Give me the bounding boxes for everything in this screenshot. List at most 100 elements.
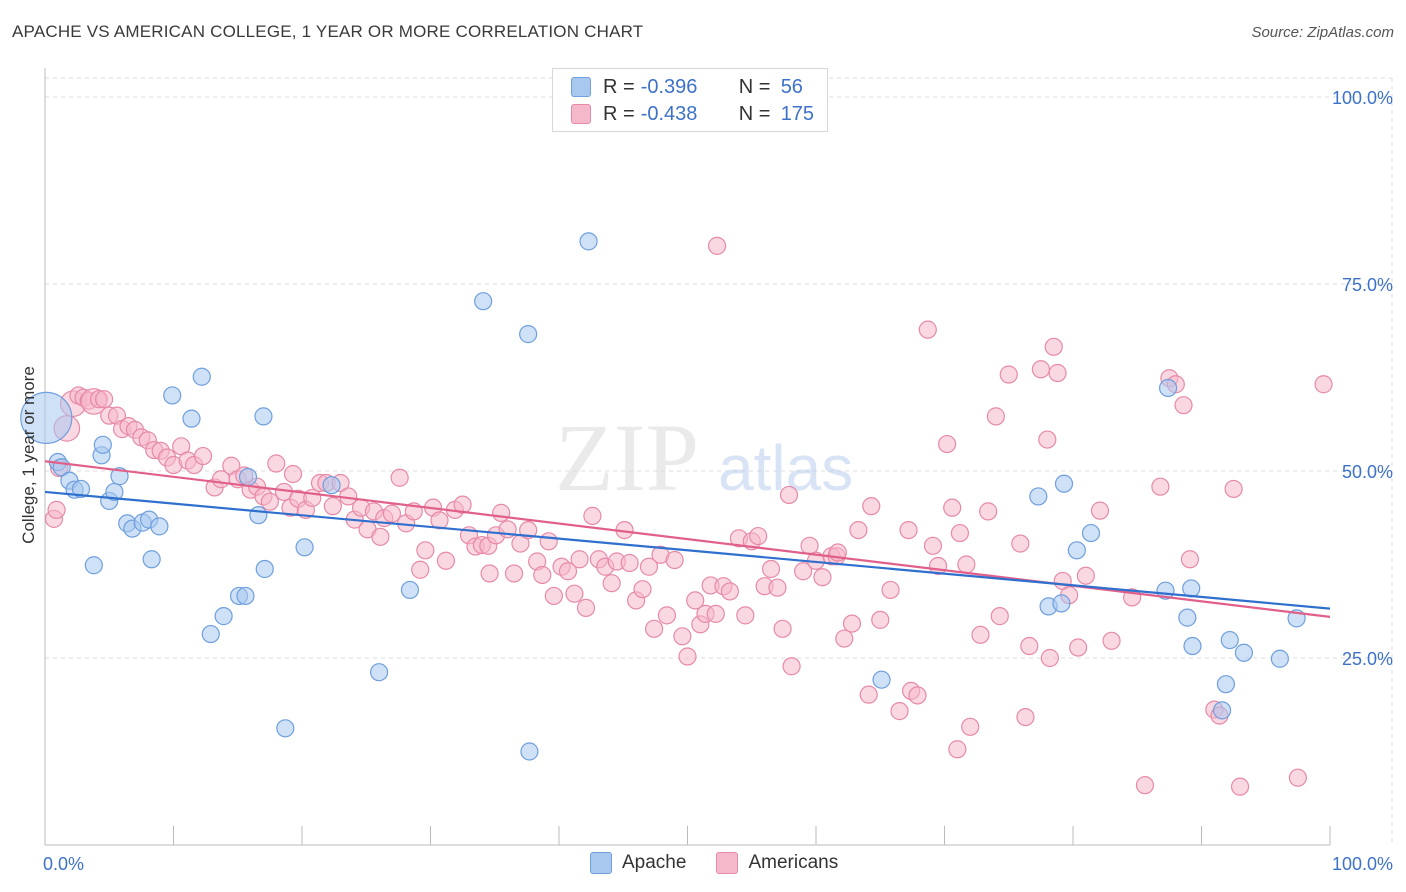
americans-point: [665, 550, 684, 570]
americans-point: [382, 504, 402, 523]
americans-point: [1230, 777, 1250, 796]
americans-point: [583, 506, 602, 525]
legend-n-value: 175: [780, 102, 815, 125]
apache-point: [214, 607, 233, 626]
americans-point: [990, 607, 1009, 626]
apache-point: [201, 624, 220, 644]
americans-point: [492, 503, 511, 522]
americans-point: [544, 586, 563, 606]
x-tick-label: 0.0%: [43, 854, 84, 874]
americans-point: [1090, 501, 1110, 520]
americans-point: [1174, 396, 1193, 415]
apache-point: [370, 663, 389, 682]
apache-point: [322, 476, 341, 495]
americans-point: [908, 686, 927, 705]
americans-point: [862, 497, 881, 516]
legend-item-americans[interactable]: Americans: [716, 852, 838, 874]
americans-point: [794, 562, 813, 581]
apache-swatch: [571, 77, 591, 97]
apache-point: [579, 232, 598, 251]
americans-point: [986, 407, 1006, 426]
americans-point: [779, 485, 799, 505]
apache-point: [276, 719, 295, 738]
apache-point: [400, 580, 420, 600]
americans-point: [950, 523, 970, 543]
americans-point: [948, 740, 967, 759]
americans-point: [1048, 363, 1067, 383]
apache-point: [255, 559, 274, 579]
trend-lines: [44, 460, 1331, 618]
americans-point: [943, 498, 962, 517]
americans-point: [267, 454, 286, 473]
watermark-zip: ZIP: [555, 404, 699, 511]
americans-swatch: [571, 104, 591, 124]
apache-point: [295, 538, 314, 557]
legend-n-value: 56: [780, 75, 803, 98]
americans-point: [871, 610, 890, 629]
source-label: Source: ZipAtlas.com: [1251, 24, 1394, 41]
americans-point: [835, 629, 854, 648]
americans-point: [761, 559, 781, 579]
americans-point: [633, 580, 652, 599]
apache-point: [1054, 474, 1074, 493]
americans-point: [1038, 430, 1057, 449]
americans-point: [1135, 776, 1155, 795]
legend-label-apache: Apache: [622, 852, 687, 873]
apache-point: [1178, 608, 1197, 627]
americans-point: [95, 390, 114, 409]
legend-item-apache[interactable]: Apache: [590, 852, 686, 874]
americans-point: [193, 446, 213, 466]
legend-r-label: R =: [603, 75, 635, 98]
apache-point: [872, 670, 891, 689]
americans-point: [999, 365, 1018, 384]
americans-point: [842, 614, 862, 633]
americans-point: [539, 532, 558, 551]
apache-point: [1158, 378, 1178, 398]
americans-point: [570, 550, 589, 569]
chart-title: APACHE VS AMERICAN COLLEGE, 1 YEAR OR MO…: [12, 22, 644, 41]
apache-point: [1220, 630, 1239, 650]
americans-point: [283, 464, 303, 484]
americans-point: [1151, 477, 1170, 496]
x-tick-label: 100.0%: [1332, 854, 1393, 874]
apache-point: [150, 517, 169, 536]
apache-point: [1212, 701, 1232, 720]
apache-point: [142, 550, 161, 569]
legend-label-americans: Americans: [748, 852, 839, 873]
americans-point: [768, 578, 787, 597]
americans-point: [1040, 648, 1059, 668]
apache-point: [1081, 523, 1101, 543]
americans-point: [736, 606, 755, 625]
americans-point: [782, 657, 801, 676]
americans-point: [673, 627, 692, 646]
y-tick-label: 75.0%: [1342, 275, 1393, 295]
americans-point: [813, 568, 832, 587]
americans-point: [1016, 707, 1035, 727]
americans-point: [558, 562, 578, 581]
americans-point: [480, 564, 499, 583]
apache-point: [93, 435, 112, 454]
americans-point: [657, 606, 677, 625]
americans-point: [47, 500, 66, 519]
legend-n-label: N =: [738, 102, 771, 125]
apache-point: [474, 292, 493, 311]
apache-point: [249, 506, 268, 525]
apache-swatch: [590, 852, 612, 874]
axis-layer: [44, 68, 1331, 846]
apache-point: [163, 386, 182, 405]
apache-point: [519, 325, 538, 344]
americans-point: [859, 685, 878, 704]
americans-point: [620, 553, 639, 573]
americans-point: [576, 598, 596, 617]
apache-point: [1183, 636, 1202, 656]
apache-point: [20, 391, 73, 444]
apache-point: [1270, 649, 1289, 668]
apache-point: [192, 367, 211, 386]
americans-point: [971, 625, 990, 644]
americans-point: [453, 495, 472, 514]
americans-point: [1031, 360, 1050, 379]
americans-point: [1076, 566, 1095, 585]
apache-point: [236, 586, 255, 606]
americans-points: [44, 236, 1333, 796]
